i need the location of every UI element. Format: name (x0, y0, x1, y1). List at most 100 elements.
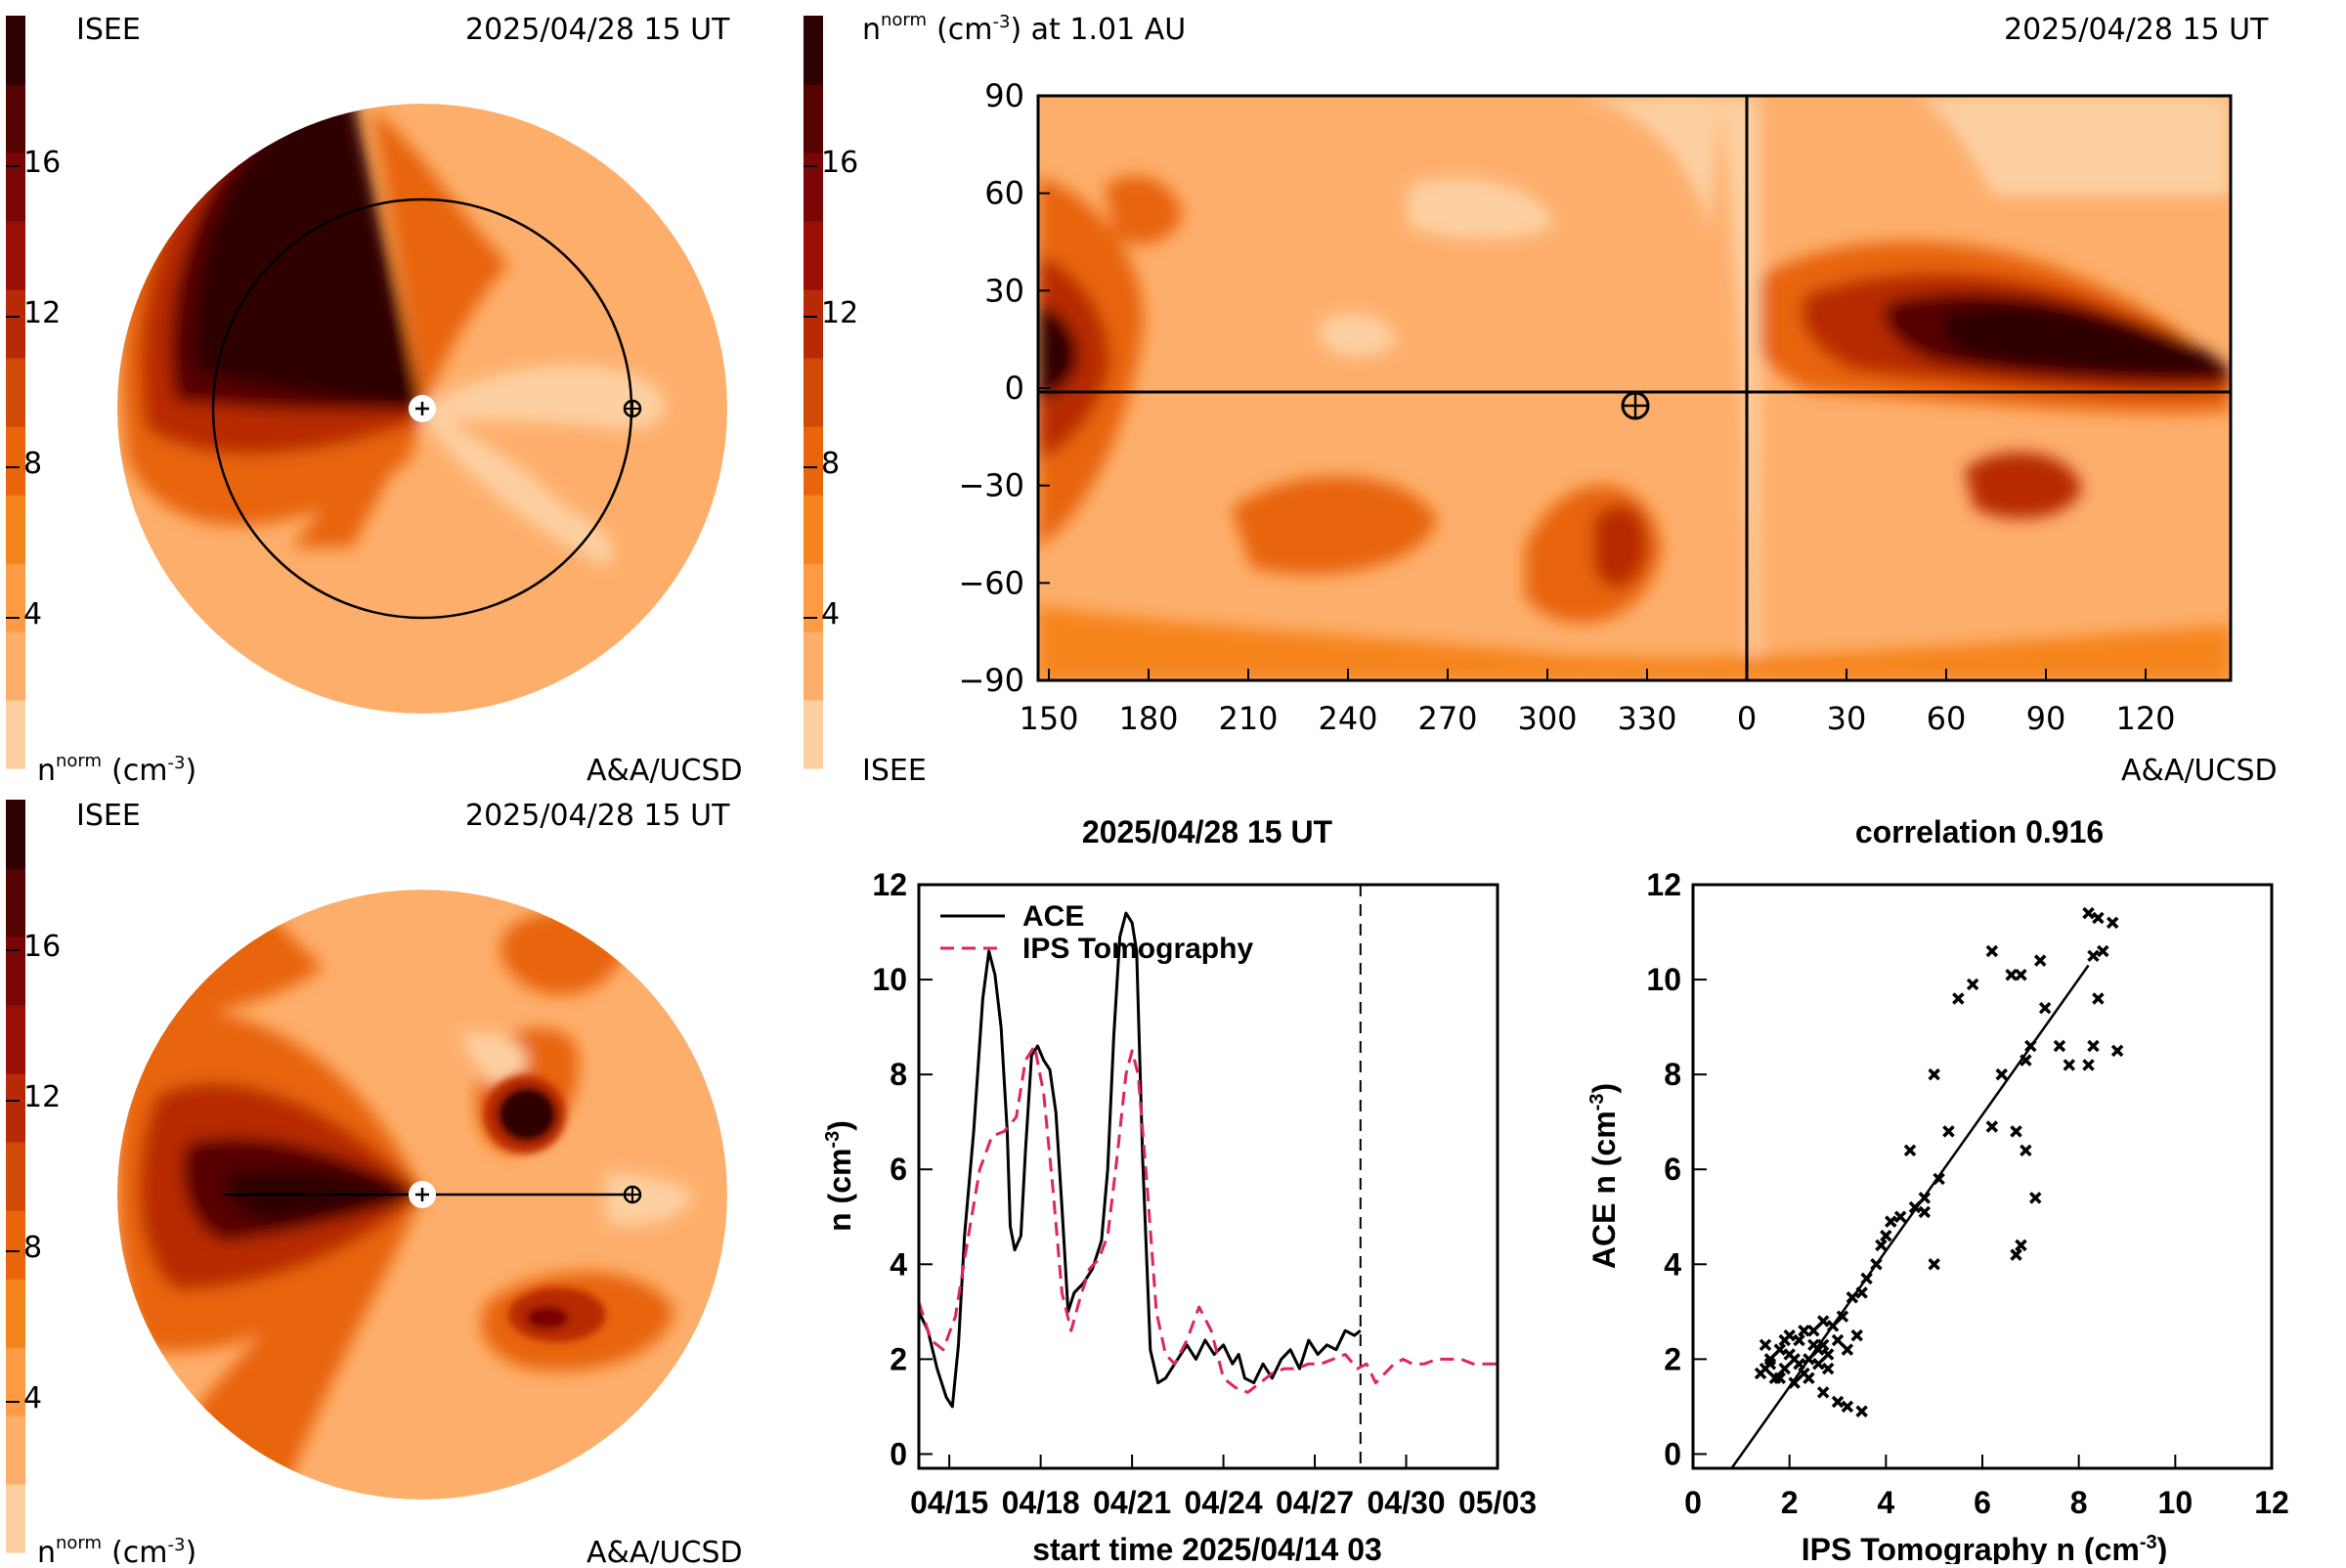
scatter-point (1773, 1343, 1787, 1356)
scatter-point (2082, 1059, 2095, 1071)
map-title-sup: norm (881, 10, 927, 30)
scatter-point (1885, 1215, 1897, 1228)
scatter-point (2087, 1039, 2100, 1053)
ylabel-close: ) (1586, 1083, 1622, 1094)
bottom-left-credit-label: A&A/UCSD (586, 1536, 743, 1564)
scatter-point (2110, 1044, 2124, 1058)
timeseries-x-tick-label: 04/18 (1002, 1485, 1080, 1520)
legend-ace-label: ACE (1022, 900, 1084, 933)
timeseries-y-tick-label: 0 (890, 1436, 907, 1471)
scatter-point (1908, 1200, 1922, 1214)
color-scale-tick-label: 12 (23, 296, 61, 330)
scatter-point (1759, 1362, 1772, 1375)
scatter-point (2063, 1059, 2076, 1071)
map-x-tick-label: 150 (1019, 700, 1078, 737)
scatter-point (1928, 1067, 1940, 1081)
bottom-left-panel: 4 8 12 16 ISEE 2025/04/28 15 UT A&A/UCSD nn… (6, 799, 743, 1568)
scatter-point (1966, 978, 1979, 991)
scatter-point (1793, 1333, 1805, 1347)
scatter-y-tick-label: 0 (1664, 1436, 1681, 1471)
color-scale-step (6, 1142, 25, 1211)
top-left-unit-label: nnorm (cm-3) (37, 751, 196, 788)
ylabel-exp: -3 (822, 1131, 844, 1149)
timeseries-plot-area: 04/15 04/18 04/21 04/24 04/27 04/30 05/03 0 2 4 6 8… (872, 867, 1537, 1520)
bottom-left-earth-marker (623, 1185, 642, 1204)
map-y-tick-label: 30 (984, 272, 1024, 309)
map-x-tick-label: 300 (1517, 700, 1577, 737)
scatter-point (1985, 944, 1999, 958)
timeseries-frame (917, 883, 1499, 1470)
unit-close: ) (185, 754, 196, 788)
map-x-tick-label: 270 (1417, 700, 1477, 737)
scatter-point (1788, 1376, 1801, 1389)
color-scale-step (804, 632, 823, 701)
timeseries-x-tick-label: 05/03 (1458, 1485, 1537, 1520)
color-scale-step (6, 632, 25, 701)
scatter-point (1803, 1372, 1815, 1385)
color-scale-tick-label: 8 (821, 447, 840, 481)
scatter-x-tick-label: 8 (2070, 1485, 2088, 1520)
top-left-panel: 4 8 12 16 ISEE 2025/04/28 15 UT A&A/UCSD nn… (6, 13, 743, 788)
scatter-point (1928, 1258, 1940, 1271)
color-scale-step (6, 152, 25, 222)
scatter-x-tick-label: 10 (2158, 1485, 2194, 1520)
color-scale-step (6, 1279, 25, 1348)
map-x-tick-label: 60 (1927, 700, 1967, 737)
timeseries-y-tick-label: 4 (890, 1246, 907, 1282)
map-org-label: ISEE (862, 754, 927, 788)
map-density-field (1038, 96, 2231, 680)
unit-sup: norm (56, 751, 102, 771)
timeseries-legend: ACE IPS Tomography (940, 900, 1253, 965)
scatter-point (1807, 1338, 1820, 1352)
scatter-point (2087, 949, 2100, 963)
timeseries-x-tick-label: 04/15 (910, 1485, 988, 1520)
timeseries-panel: 2025/04/28 15 UT 04/15 04/18 04/21 04/24 04/… (822, 814, 1537, 1567)
top-left-org-label: ISEE (76, 13, 141, 47)
scatter-point (2033, 954, 2047, 967)
xlabel-main: IPS Tomography n (cm (1802, 1532, 2140, 1564)
unit-base: n (37, 754, 56, 788)
scatter-x-tick-label: 4 (1877, 1485, 1894, 1520)
map-y-tick-label: 60 (984, 175, 1024, 212)
scatter-point (1788, 1353, 1801, 1366)
map-y-tick-label: 90 (984, 77, 1024, 114)
scatter-point (1831, 1395, 1845, 1409)
unit-close: ) (185, 1536, 196, 1564)
color-scale-step (6, 936, 25, 1006)
map-title-rest: (cm (936, 13, 992, 47)
scatter-point (2020, 1054, 2032, 1067)
scatter-point (1880, 1229, 1892, 1242)
ylabel-main: n (cm (822, 1149, 857, 1232)
xlabel-exp: -3 (2140, 1532, 2157, 1553)
scatter-point (1952, 992, 1965, 1005)
ylabel-close: ) (822, 1120, 857, 1131)
map-x-tick-label: 330 (1617, 700, 1676, 737)
color-scale-tick-label: 8 (23, 1231, 42, 1265)
scatter-y-tick-label: 12 (1646, 867, 1681, 902)
map-x-tick-label: 0 (1737, 700, 1757, 737)
color-scale-step (804, 563, 823, 632)
scatter-point (2020, 1144, 2032, 1157)
scatter-point (2097, 944, 2109, 958)
scatter-point (1798, 1325, 1810, 1337)
scatter-point (1773, 1372, 1787, 1385)
unit-base: n (37, 1536, 56, 1564)
scatter-y-tick-label: 6 (1664, 1152, 1681, 1187)
color-scale-tick-label: 4 (23, 597, 42, 632)
scatter-point (1918, 1205, 1932, 1219)
scatter-point (2092, 911, 2105, 925)
color-scale-step (804, 289, 823, 359)
color-scale-step (6, 700, 25, 769)
timeseries-y-tick-label: 10 (872, 962, 907, 997)
unit-exp: -3 (167, 1535, 185, 1555)
timeseries-y-tick-label: 12 (872, 867, 907, 902)
top-left-date-label: 2025/04/28 15 UT (465, 13, 730, 47)
scatter-y-tick-label: 4 (1664, 1246, 1681, 1282)
color-scale-step (804, 495, 823, 564)
timeseries-x-tick-label: 04/27 (1276, 1485, 1354, 1520)
bottom-left-sun-marker (409, 1181, 436, 1208)
scatter-point (1918, 1192, 1932, 1204)
ylabel-exp: -3 (1586, 1094, 1608, 1111)
color-scale-tick-label: 4 (821, 597, 840, 632)
scatter-point (2092, 992, 2105, 1005)
